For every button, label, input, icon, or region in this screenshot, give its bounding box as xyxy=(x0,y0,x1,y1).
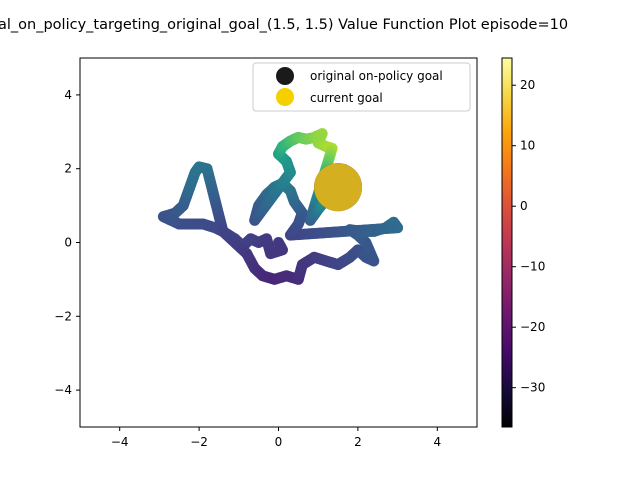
y-tick-label: −4 xyxy=(54,383,72,397)
x-axis: −4 −2 0 2 4 xyxy=(111,427,441,449)
y-tick-label: 4 xyxy=(64,88,72,102)
legend-marker-current-goal xyxy=(276,88,294,106)
colorbar-tick-label: 20 xyxy=(520,78,535,92)
y-tick-label: 0 xyxy=(64,236,72,250)
colorbar-frame xyxy=(501,57,513,428)
x-tick-label: 0 xyxy=(275,435,283,449)
y-axis: −4 −2 0 2 4 xyxy=(54,88,80,397)
goal-markers xyxy=(314,163,363,212)
legend-label-current-goal: current goal xyxy=(310,91,383,105)
x-tick-label: −2 xyxy=(190,435,208,449)
legend-marker-original-goal xyxy=(276,67,294,85)
colorbar-tick-label: 0 xyxy=(520,199,528,213)
legend-box xyxy=(252,62,471,112)
colorbar-gradient xyxy=(502,58,512,427)
x-tick-label: 2 xyxy=(354,435,362,449)
y-tick-label: −2 xyxy=(54,309,72,323)
current-goal-marker xyxy=(314,163,363,212)
colorbar-tick-label: −20 xyxy=(520,320,545,334)
colorbar-tick-label: −10 xyxy=(520,260,545,274)
y-tick-label: 2 xyxy=(64,162,72,176)
scatter-points xyxy=(157,128,404,285)
colorbar-ticks: 20 10 0 −10 −20 −30 xyxy=(512,78,545,395)
legend-label-original-goal: original on-policy goal xyxy=(310,69,443,83)
colorbar: 20 10 0 −10 −20 −30 xyxy=(501,57,545,428)
colorbar-tick-label: 10 xyxy=(520,139,535,153)
colorbar-tick-label: −30 xyxy=(520,381,545,395)
legend: original on-policy goal current goal xyxy=(252,62,471,112)
chart-title: al_on_policy_targeting_original_goal_(1.… xyxy=(0,17,568,33)
x-tick-label: −4 xyxy=(111,435,129,449)
x-tick-label: 4 xyxy=(433,435,441,449)
